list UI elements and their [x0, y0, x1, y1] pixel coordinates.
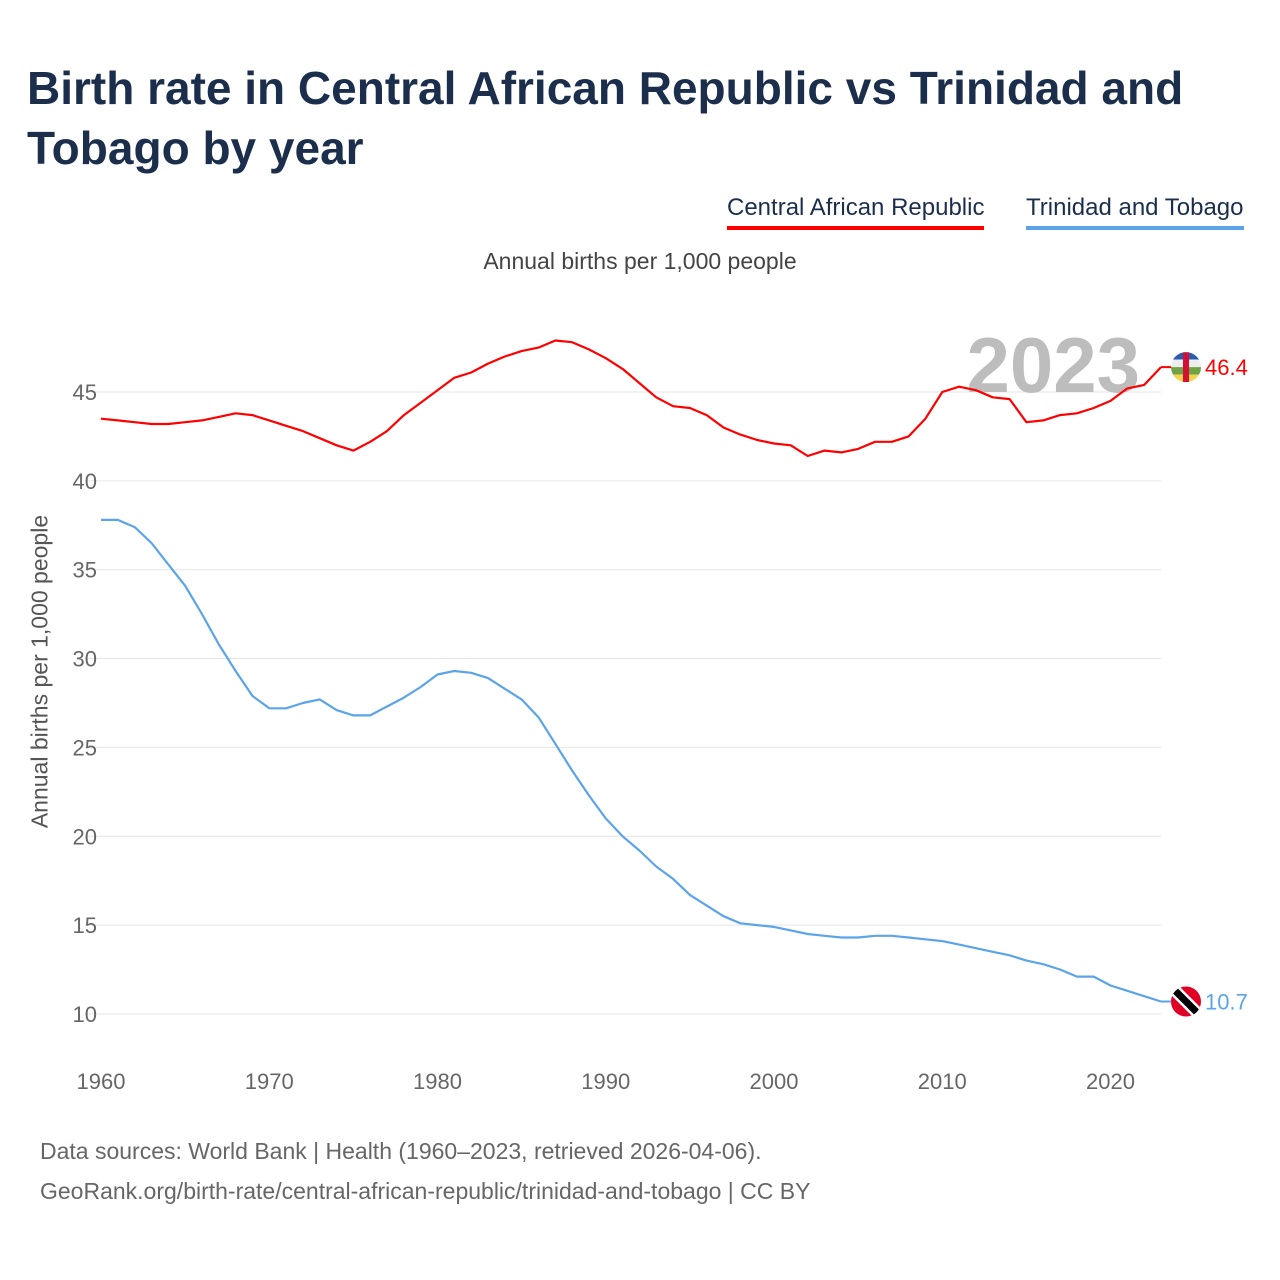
- y-tick-label: 20: [73, 824, 97, 849]
- y-tick-label: 10: [73, 1002, 97, 1027]
- footer-link[interactable]: GeoRank.org/birth-rate/central-african-r…: [40, 1178, 811, 1204]
- end-value-label: 46.4: [1205, 355, 1248, 380]
- series-line-1: [101, 518, 1162, 1003]
- x-tick-label: 1960: [77, 1069, 126, 1094]
- chart-title: Birth rate in Central African Republic v…: [27, 62, 1184, 174]
- y-tick-label: 25: [73, 735, 97, 760]
- footer-sources: Data sources: World Bank | Health (1960–…: [40, 1138, 762, 1164]
- x-tick-label: 1990: [581, 1069, 630, 1094]
- x-tick-label: 1970: [245, 1069, 294, 1094]
- x-tick-label: 2010: [918, 1069, 967, 1094]
- legend-item-central-african-republic[interactable]: Central African Republic: [727, 194, 985, 230]
- y-tick-label: 30: [73, 647, 97, 672]
- x-tick-label: 1980: [413, 1069, 462, 1094]
- x-tick-label: 2020: [1086, 1069, 1135, 1094]
- legend-item-trinidad-and-tobago[interactable]: Trinidad and Tobago: [1026, 194, 1244, 230]
- x-tick-label: 2000: [750, 1069, 799, 1094]
- series-line-0: [100, 339, 1162, 458]
- y-tick-label: 15: [73, 913, 97, 938]
- y-tick-label: 35: [73, 558, 97, 583]
- central-african-republic-flag-icon: [1183, 352, 1189, 383]
- year-watermark: 2023: [966, 321, 1140, 409]
- end-value-label: 10.7: [1205, 990, 1248, 1015]
- chart-subtitle: Annual births per 1,000 people: [483, 248, 797, 274]
- y-tick-label: 45: [73, 380, 97, 405]
- y-tick-label: 40: [73, 469, 97, 494]
